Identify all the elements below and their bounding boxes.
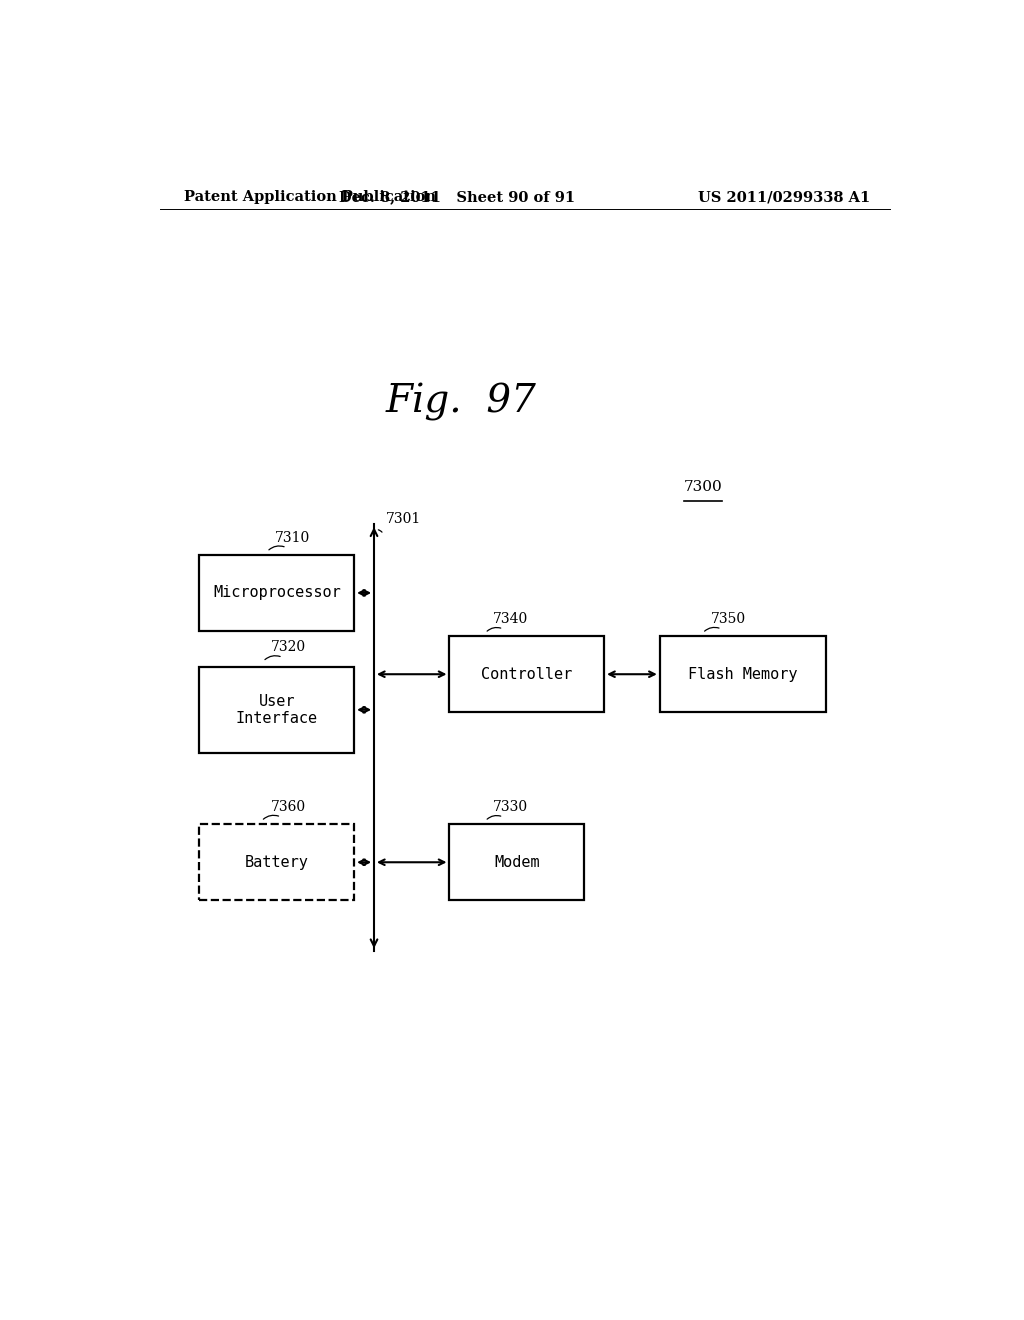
Text: Patent Application Publication: Patent Application Publication	[183, 190, 435, 205]
Text: Fig.  97: Fig. 97	[386, 383, 537, 421]
Text: Modem: Modem	[494, 855, 540, 870]
Text: Dec. 8, 2011   Sheet 90 of 91: Dec. 8, 2011 Sheet 90 of 91	[339, 190, 575, 205]
Bar	[200, 667, 354, 752]
Text: 7320: 7320	[270, 640, 306, 655]
Bar	[200, 824, 354, 900]
Text: 7350: 7350	[712, 612, 746, 626]
Text: Microprocessor: Microprocessor	[213, 585, 341, 601]
Text: Battery: Battery	[245, 855, 309, 870]
Bar	[450, 636, 604, 713]
Text: 7330: 7330	[494, 800, 528, 814]
Bar	[450, 824, 585, 900]
Bar	[200, 554, 354, 631]
Text: 7300: 7300	[684, 479, 722, 494]
Text: 7340: 7340	[494, 612, 528, 626]
Bar	[659, 636, 826, 713]
Text: 7301: 7301	[386, 512, 421, 527]
Text: US 2011/0299338 A1: US 2011/0299338 A1	[697, 190, 870, 205]
Text: 7360: 7360	[270, 800, 306, 814]
Text: 7310: 7310	[274, 531, 310, 545]
Text: User
Interface: User Interface	[236, 693, 317, 726]
Text: Flash Memory: Flash Memory	[688, 667, 798, 681]
Text: Controller: Controller	[481, 667, 572, 681]
